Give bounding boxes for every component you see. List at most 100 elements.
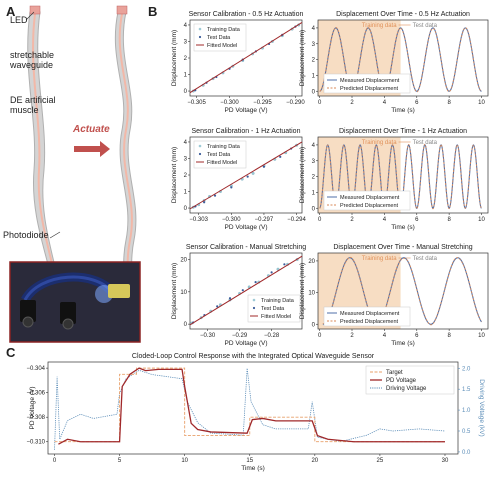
cal1-x-axis-label: PD Voltage (V) — [225, 107, 268, 114]
cal2-y-tick-label: 2 — [184, 173, 188, 179]
time2-training-label: Training data — [362, 140, 397, 146]
time3-x-tick-label: 2 — [350, 333, 354, 339]
cal3-test-point — [228, 297, 232, 300]
cal3-y-tick-label: 10 — [180, 290, 187, 296]
time2-predicted-line — [319, 143, 482, 210]
cal2-test-point — [230, 186, 233, 189]
closed-right-tick-label: 0.5 — [462, 429, 471, 435]
cal1-x-tick-label: −0.290 — [286, 100, 305, 106]
time1-x-tick-label: 10 — [478, 100, 485, 106]
cal2-x-tick-label: −0.294 — [287, 217, 306, 223]
cal2-training-point — [251, 171, 255, 175]
closed-x-tick-label: 10 — [181, 458, 188, 464]
time3-test-label: Test data — [413, 256, 438, 262]
actuate-label: Actuate — [73, 124, 110, 135]
time3-plot-frame — [317, 252, 489, 330]
cal2-legend-marker — [198, 152, 202, 156]
time1-legend-entry: Measured Displacement — [340, 78, 400, 84]
time2-x-tick-label: 2 — [350, 217, 354, 223]
led-icon — [29, 5, 41, 15]
cal2-x-tick-label: −0.297 — [255, 217, 274, 223]
cal3-y-tick-label: 20 — [180, 257, 187, 263]
cal3-title: Sensor Calibration - Manual Stretching — [186, 244, 306, 251]
time1-test-label: Test data — [413, 23, 438, 29]
time1-y-tick-label: 1 — [312, 73, 316, 79]
cal1-y-tick-label: 3 — [184, 39, 188, 45]
cal1-legend-entry: Test Data — [207, 35, 231, 41]
cal2-y-tick-label: 0 — [184, 206, 188, 212]
closed-right-axis-label: Driving Voltage (kV) — [478, 379, 485, 436]
cal2-x-tick-label: −0.300 — [222, 217, 241, 223]
time3-chart: 0 2 4 6 8 10 0 10 20 Displacement Over Time - Man… — [299, 244, 489, 347]
cal3-test-point — [216, 305, 219, 308]
closed-plot-frame — [47, 361, 459, 455]
time3-legend — [323, 306, 411, 327]
cal2-x-tick-label: −0.303 — [189, 217, 208, 223]
time1-legend-entry: Predicted Displacement — [340, 86, 399, 92]
cal2-test-point — [213, 194, 217, 197]
cal2-test-point — [203, 201, 206, 204]
time2-y-axis-label: Displacement (mm) — [299, 147, 306, 203]
closed-target-line — [54, 367, 445, 443]
time1-y-tick-label: 3 — [312, 42, 316, 48]
cal3-legend-entry: Fitted Model — [261, 314, 291, 320]
time3-x-tick-label: 10 — [478, 333, 485, 339]
closed-title: Cloded-Loop Control Response with the In… — [132, 353, 375, 360]
photodiode-label: Photodiode — [3, 230, 49, 240]
time1-chart: 0 2 4 6 8 10 0 1 2 3 4 Displacement Over Time - 0.5… — [299, 11, 489, 114]
time3-x-tick-label: 6 — [415, 333, 419, 339]
closed-right-tick-label: 1.5 — [462, 387, 471, 393]
closed-x-tick-label: 5 — [118, 458, 122, 464]
time2-x-tick-label: 0 — [318, 217, 322, 223]
closed-right-tick-label: 1.0 — [462, 408, 471, 414]
photodiode-photo — [9, 261, 141, 343]
cal1-x-tick-label: −0.305 — [187, 100, 206, 106]
cal1-y-tick-label: 2 — [184, 56, 188, 62]
cal3-fitted-line — [189, 255, 303, 326]
cal2-test-point — [279, 155, 282, 158]
cal2-x-axis-label: PD Voltage (V) — [225, 224, 268, 231]
time2-x-tick-label: 8 — [447, 217, 451, 223]
led-icon-right — [116, 5, 128, 15]
time2-y-tick-label: 0 — [312, 206, 316, 212]
cal1-legend-marker — [198, 35, 202, 39]
time2-legend — [323, 190, 411, 211]
time2-x-axis-label: Time (s) — [391, 224, 415, 231]
panel-label-c: C — [6, 345, 16, 360]
time3-y-axis-label: Displacement (mm) — [299, 263, 306, 319]
time1-training-label: Training data — [362, 23, 397, 29]
cal3-y-axis-label: Displacement (mm) — [171, 263, 178, 319]
closed-legend-entry: Driving Voltage — [386, 386, 427, 392]
cal2-chart: −0.303 −0.300 −0.297 −0.294 0 1 2 3 4 Sensor Cali… — [171, 128, 306, 231]
cal2-test-point — [262, 165, 266, 168]
cal3-test-point — [254, 281, 257, 284]
cal1-legend-entry: Training Data — [207, 27, 241, 33]
cal3-x-tick-label: −0.30 — [200, 333, 216, 339]
cal3-plot-frame — [189, 252, 303, 330]
cal2-y-tick-label: 4 — [184, 140, 188, 146]
time2-x-tick-label: 6 — [415, 217, 419, 223]
cal2-legend-marker — [198, 144, 202, 148]
cal1-x-tick-label: −0.300 — [220, 100, 239, 106]
time2-y-tick-label: 4 — [312, 143, 316, 149]
cal2-title: Sensor Calibration - 1 Hz Actuation — [192, 128, 301, 135]
cal2-test-point — [246, 175, 249, 178]
closed-x-tick-label: 25 — [377, 458, 384, 464]
closed-x-tick-label: 20 — [311, 458, 318, 464]
closed-driving-voltage-line — [54, 368, 446, 450]
time3-y-tick-label: 20 — [308, 259, 315, 265]
cal1-legend-marker — [198, 27, 202, 31]
cal1-title: Sensor Calibration - 0.5 Hz Actuation — [189, 11, 304, 18]
closed-x-tick-label: 15 — [246, 458, 253, 464]
time1-x-axis-label: Time (s) — [391, 107, 415, 114]
time3-x-tick-label: 4 — [383, 333, 387, 339]
time2-y-tick-label: 2 — [312, 175, 316, 181]
time2-title: Displacement Over Time - 1 Hz Actuation — [339, 128, 467, 135]
time3-legend-entry: Measured Displacement — [340, 311, 400, 317]
cal3-test-point — [241, 289, 244, 292]
photodiode-leader — [49, 231, 61, 239]
time1-y-axis-label: Displacement (mm) — [299, 30, 306, 86]
waveguide-core-left — [32, 13, 60, 299]
cal3-chart: −0.30 −0.29 −0.28 0 10 20 Sensor Calibration -… — [171, 244, 306, 347]
time2-legend-entry: Measured Displacement — [340, 195, 400, 201]
